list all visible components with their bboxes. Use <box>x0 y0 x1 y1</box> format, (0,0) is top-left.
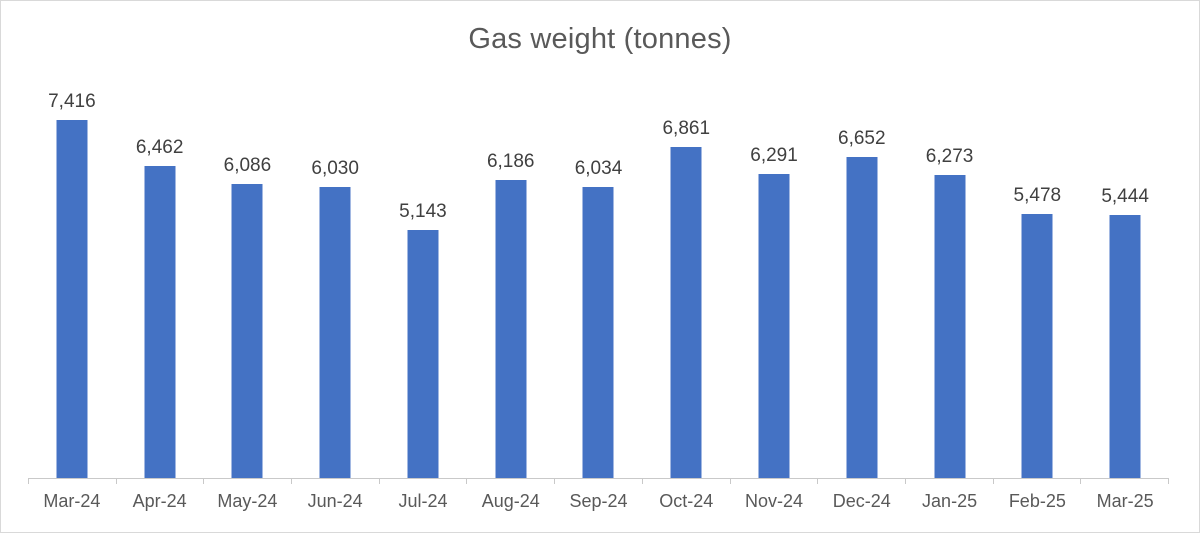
x-axis-labels: Mar-24 Apr-24 May-24 Jun-24 Jul-24 Aug-24 Sep-… <box>28 491 1169 512</box>
axis-tick <box>115 479 204 484</box>
x-axis-label: Mar-24 <box>43 491 101 511</box>
bar-group: 6,291 <box>730 92 818 478</box>
bar-group: 5,143 <box>379 92 467 478</box>
axis-tick <box>904 479 993 484</box>
bar <box>582 187 614 478</box>
bar <box>319 187 351 478</box>
axis-tick <box>992 479 1081 484</box>
bar <box>1021 214 1053 478</box>
bar-group: 6,030 <box>291 92 379 478</box>
x-axis-label: Jan-25 <box>922 491 978 511</box>
data-label: 5,444 <box>1101 186 1149 207</box>
bar-group: 5,478 <box>993 92 1081 478</box>
bar <box>670 147 702 478</box>
bar <box>144 166 176 478</box>
data-label: 6,273 <box>925 146 974 167</box>
data-label: 6,034 <box>574 158 623 179</box>
bar <box>495 180 527 478</box>
data-label: 6,030 <box>311 158 359 179</box>
axis-tick <box>1080 479 1168 484</box>
x-axis-label: Oct-24 <box>659 491 714 511</box>
axis-tick <box>291 479 379 484</box>
data-label: 5,143 <box>399 201 447 222</box>
bar <box>231 184 263 478</box>
bar-group: 7,416 <box>28 92 116 478</box>
bar <box>56 120 88 478</box>
data-label: 7,416 <box>48 91 96 112</box>
axis-tick <box>28 479 116 484</box>
axis-tick <box>641 479 730 484</box>
data-label: 6,186 <box>486 151 535 172</box>
chart-title: Gas weight (tonnes) <box>468 23 732 55</box>
x-axis-label: Feb-25 <box>1008 491 1066 511</box>
bar <box>934 175 966 478</box>
bar <box>846 157 878 478</box>
axis-tick <box>466 479 554 484</box>
data-label: 6,086 <box>223 155 272 176</box>
x-axis-label: Mar-25 <box>1096 491 1154 511</box>
x-axis-label: Jul-24 <box>398 491 448 511</box>
bar <box>758 174 790 478</box>
axis-tick <box>729 479 818 484</box>
x-axis-label: Sep-24 <box>569 491 628 511</box>
axis-tick <box>554 479 642 484</box>
bar-group: 6,273 <box>906 92 994 478</box>
x-axis-label: Nov-24 <box>745 491 804 511</box>
bar <box>407 230 439 478</box>
x-axis-label: Aug-24 <box>481 491 540 511</box>
x-axis-label: Jun-24 <box>307 491 363 511</box>
axis-tick <box>378 479 467 484</box>
data-label: 6,652 <box>838 128 886 149</box>
data-label: 5,478 <box>1013 185 1062 206</box>
bar <box>1109 215 1141 478</box>
bar-group: 6,861 <box>642 92 730 478</box>
bar-group: 6,186 <box>467 92 555 478</box>
plot-area: 7,416 6,462 6,086 6,030 5,143 6,186 6,034 6,861… <box>28 92 1169 512</box>
bar-group: 6,086 <box>204 92 292 478</box>
x-axis-label: Apr-24 <box>132 491 187 511</box>
bar-group: 6,652 <box>818 92 906 478</box>
data-label: 6,291 <box>750 145 798 166</box>
data-label: 6,861 <box>662 118 711 139</box>
bar-group: 6,034 <box>555 92 643 478</box>
x-axis-label: Dec-24 <box>832 491 891 511</box>
axis-tick <box>817 479 905 484</box>
bar-group: 5,444 <box>1081 92 1169 478</box>
data-label: 6,462 <box>135 137 184 158</box>
x-axis-line <box>28 478 1169 484</box>
axis-tick <box>203 479 291 484</box>
bars-row: 7,416 6,462 6,086 6,030 5,143 6,186 6,034 6,861… <box>28 92 1169 478</box>
bar-group: 6,462 <box>116 92 204 478</box>
x-axis-label: May-24 <box>217 491 278 511</box>
